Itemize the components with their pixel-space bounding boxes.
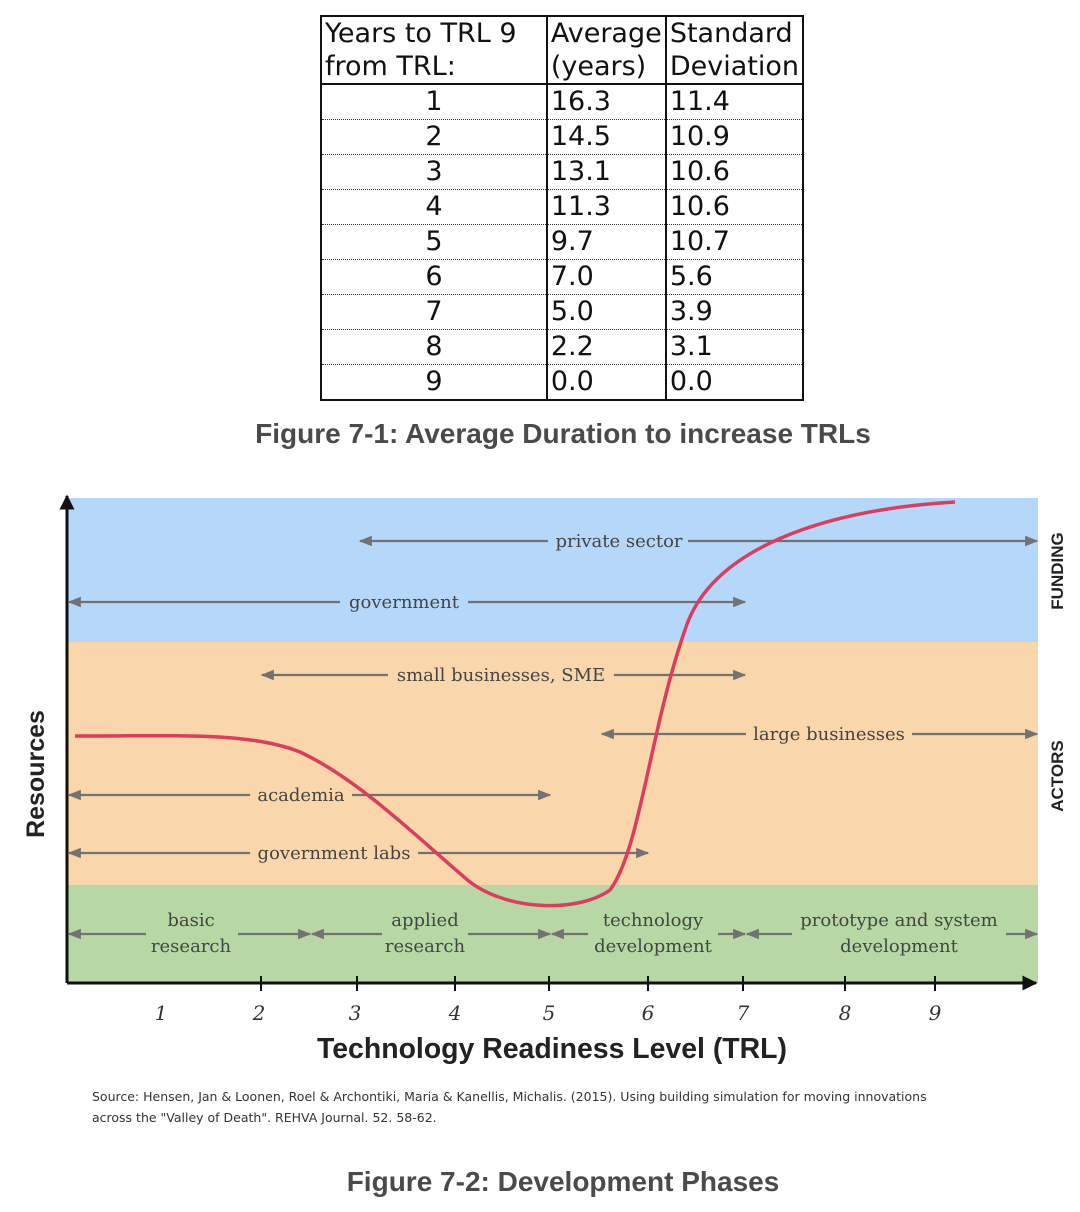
tick-marks [260,976,936,991]
private-sector-label: private sector [555,531,682,552]
cell-trl: 3 [320,154,548,190]
header-years-to-trl9-line2: from TRL: [320,50,548,85]
funding-band [67,498,1038,642]
x-tick-label: 9 [929,1001,942,1025]
actors-label: ACTORS [1048,740,1067,811]
phase-technology-development: technology [603,910,704,931]
cell-average: 16.3 [545,84,667,120]
cell-std-dev: 3.9 [664,294,805,330]
cell-trl: 1 [320,84,548,120]
government-label: government [349,592,460,613]
x-tick-label: 6 [642,1001,655,1025]
cell-average: 9.7 [545,224,667,260]
table-row: 7 5.0 3.9 [320,294,805,330]
phase-applied-research: applied [391,910,458,931]
header-years-to-trl9: Years to TRL 9 [320,15,548,50]
table-row: 5 9.7 10.7 [320,224,805,260]
phase-basic-research-line2: research [151,936,232,957]
cell-trl: 6 [320,259,548,295]
cell-std-dev: 10.6 [664,189,805,225]
cell-trl: 4 [320,189,548,225]
source-line-1: Source: Hensen, Jan & Loonen, Roel & Arc… [92,1089,927,1104]
cell-average: 13.1 [545,154,667,190]
cell-std-dev: 11.4 [664,84,805,120]
cell-std-dev: 10.7 [664,224,805,260]
table-row: 1 16.3 11.4 [320,84,805,120]
cell-average: 0.0 [545,364,667,401]
cell-std-dev: 3.1 [664,329,805,365]
government-labs-label: government labs [258,843,411,864]
phase-prototype: prototype and system [800,910,998,931]
header-average: Average [545,15,667,50]
x-tick-label: 5 [543,1001,556,1025]
academia-label: academia [257,785,345,806]
cell-trl: 7 [320,294,548,330]
source-citation: Source: Hensen, Jan & Loonen, Roel & Arc… [92,1086,1012,1128]
large-businesses-label: large businesses [753,724,905,745]
cell-average: 14.5 [545,119,667,155]
x-tick-label: 3 [349,1001,362,1025]
cell-std-dev: 10.6 [664,154,805,190]
header-average-line2: (years) [545,50,667,85]
cell-average: 2.2 [545,329,667,365]
header-std-dev: Standard [664,15,805,50]
x-tick-label: 2 [252,1001,266,1025]
trl-duration-table: Years to TRL 9 Average Standard from TRL… [320,15,805,401]
funding-label: FUNDING [1048,532,1067,609]
phase-technology-development-line2: development [594,936,712,957]
cell-trl: 5 [320,224,548,260]
y-axis-title: Resources [22,710,50,838]
phase-applied-research-line2: research [385,936,466,957]
table-row: 4 11.3 10.6 [320,189,805,225]
phase-prototype-line2: development [840,936,958,957]
resources-curve [74,500,956,908]
cell-std-dev: 5.6 [664,259,805,295]
table-row: 2 14.5 10.9 [320,119,805,155]
cell-std-dev: 10.9 [664,119,805,155]
cell-average: 5.0 [545,294,667,330]
source-line-2: across the "Valley of Death". REHVA Jour… [92,1110,437,1125]
actors-band [67,642,1038,885]
header-std-dev-line2: Deviation [664,50,805,85]
x-tick-label: 4 [448,1001,462,1025]
small-businesses-label: small businesses, SME [397,665,605,686]
cell-trl: 9 [320,364,548,401]
table-row: 9 0.0 0.0 [320,364,805,401]
table-row: 3 13.1 10.6 [320,154,805,190]
cell-average: 11.3 [545,189,667,225]
cell-average: 7.0 [545,259,667,295]
cell-std-dev: 0.0 [664,364,805,401]
table-row: 8 2.2 3.1 [320,329,805,365]
cell-trl: 8 [320,329,548,365]
x-axis-title: Technology Readiness Level (TRL) [317,1033,787,1065]
phase-basic-research: basic [167,910,214,931]
x-tick-label: 1 [155,1001,168,1025]
cell-trl: 2 [320,119,548,155]
figure-7-2-caption: Figure 7-2: Development Phases [346,1166,780,1197]
figure-7-1-caption: Figure 7-1: Average Duration to increase… [255,418,871,449]
x-tick-label: 7 [737,1001,750,1025]
x-tick-label: 8 [839,1001,852,1025]
table-row: 6 7.0 5.6 [320,259,805,295]
development-phases-diagram: 1 2 3 4 5 6 7 8 9 Technology Readiness L… [22,494,1067,1065]
